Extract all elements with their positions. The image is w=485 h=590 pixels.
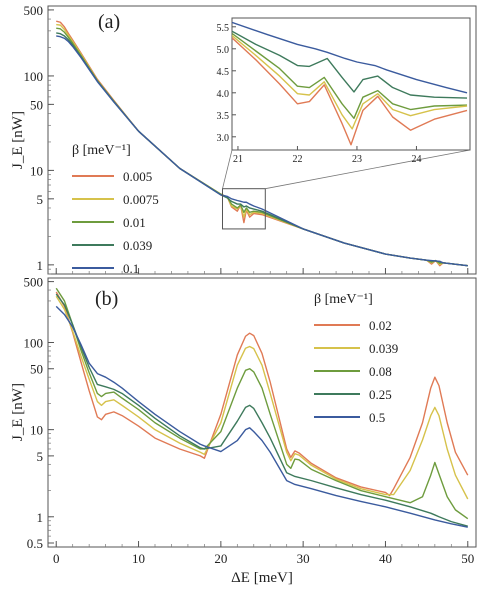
- inset-connector-left: [222, 149, 233, 189]
- x-tick-label: 40: [379, 551, 392, 566]
- x-tick-label: 50: [461, 551, 474, 566]
- inset-axis-ticks: 3.0 3.5 4.0 4.5 5.0 5.5 21 22 23 24: [217, 23, 422, 165]
- panel-a-axis-ticks: 1 5 10 50 100 500: [24, 3, 469, 275]
- y-tick-label: 10: [30, 423, 43, 438]
- series-line-0.005: [232, 37, 468, 146]
- inset-y-tick-label: 3.0: [217, 133, 230, 144]
- inset-plot: 3.0 3.5 4.0 4.5 5.0 5.5 21 22 23 24: [217, 17, 471, 165]
- legend-entry-label: 0.02: [369, 318, 392, 333]
- legend-title: β [meV⁻¹]: [72, 143, 131, 158]
- y-tick-label: 500: [24, 3, 44, 18]
- inset-x-tick-label: 24: [411, 154, 421, 165]
- series-line-0.02: [55, 291, 469, 497]
- legend-entry-label: 0.01: [123, 215, 146, 230]
- y-tick-label: 5: [37, 192, 44, 207]
- panel-a-label: (a): [98, 11, 120, 33]
- inset-y-tick-label: 5.5: [217, 23, 230, 34]
- panel-b-legend: β [meV⁻¹] 0.02 0.039 0.08 0.25 0.5: [314, 292, 398, 425]
- inset-x-tick-label: 23: [352, 154, 362, 165]
- legend-entry-label: 0.08: [369, 364, 392, 379]
- y-tick-label: 0.5: [27, 536, 43, 551]
- panel-a: 1 5 10 50 100 500 (a) J_E [nW] β [meV⁻¹] 0.005…: [10, 3, 477, 276]
- y-tick-label: 500: [24, 275, 44, 290]
- panel-b-series: [55, 287, 469, 528]
- inset-y-tick-label: 5.0: [217, 45, 230, 56]
- inset-x-tick-label: 22: [292, 154, 302, 165]
- x-tick-label: 0: [53, 551, 60, 566]
- series-line-0.1: [232, 21, 468, 94]
- legend-entry-label: 0.5: [369, 410, 385, 425]
- panel-b-frame: [47, 277, 477, 548]
- legend-entry-label: 0.25: [369, 387, 392, 402]
- y-tick-label: 1: [37, 258, 44, 273]
- legend-title: β [meV⁻¹]: [314, 292, 373, 307]
- y-tick-label: 5: [37, 449, 44, 464]
- x-tick-label: 30: [297, 551, 310, 566]
- x-axis-label: ΔE [meV]: [231, 570, 293, 586]
- series-line-0.01: [232, 32, 468, 120]
- series-line-0.1: [56, 35, 468, 267]
- panel-a-legend: β [meV⁻¹] 0.005 0.0075 0.01 0.039 0.1: [72, 143, 159, 276]
- inset-y-tick-label: 4.5: [217, 67, 230, 78]
- y-tick-label: 100: [24, 69, 44, 84]
- legend-entry-label: 0.005: [123, 169, 152, 184]
- y-tick-label: 10: [30, 163, 43, 178]
- y-tick-label: 1: [37, 510, 44, 525]
- panel-a-series: [56, 20, 468, 267]
- panel-a-y-axis-label: J_E [nW]: [10, 111, 26, 169]
- series-line-0.0075: [232, 35, 468, 130]
- x-tick-label: 20: [214, 551, 227, 566]
- y-tick-label: 50: [30, 362, 43, 377]
- legend-entry-label: 0.039: [123, 238, 152, 253]
- inset-x-tick-label: 21: [233, 154, 243, 165]
- series-line-0.039: [55, 295, 469, 500]
- panel-b-axis-ticks: 0.5 1 5 10 50 100 500 0 10 20 30 40 50: [24, 275, 475, 566]
- inset-y-tick-label: 4.0: [217, 89, 230, 100]
- inset-connector-right: [265, 149, 471, 190]
- legend-entry-label: 0.039: [369, 341, 398, 356]
- panel-b-y-axis-label: J_E [nW]: [10, 383, 26, 441]
- y-tick-label: 100: [24, 336, 44, 351]
- panel-a-frame: [47, 5, 477, 275]
- legend-entry-label: 0.1: [123, 261, 139, 276]
- panel-b-label: (b): [95, 288, 118, 310]
- inset-y-tick-label: 3.5: [217, 111, 230, 122]
- series-line-0.5: [55, 305, 468, 528]
- x-tick-label: 10: [132, 551, 145, 566]
- inset-series: [232, 21, 468, 146]
- legend-entry-label: 0.0075: [123, 192, 159, 207]
- y-tick-label: 50: [30, 97, 43, 112]
- series-line-0.08: [55, 287, 469, 520]
- inset-zoom-box: [221, 188, 266, 230]
- series-line-0.039: [232, 30, 468, 99]
- series-line-0.25: [55, 293, 468, 527]
